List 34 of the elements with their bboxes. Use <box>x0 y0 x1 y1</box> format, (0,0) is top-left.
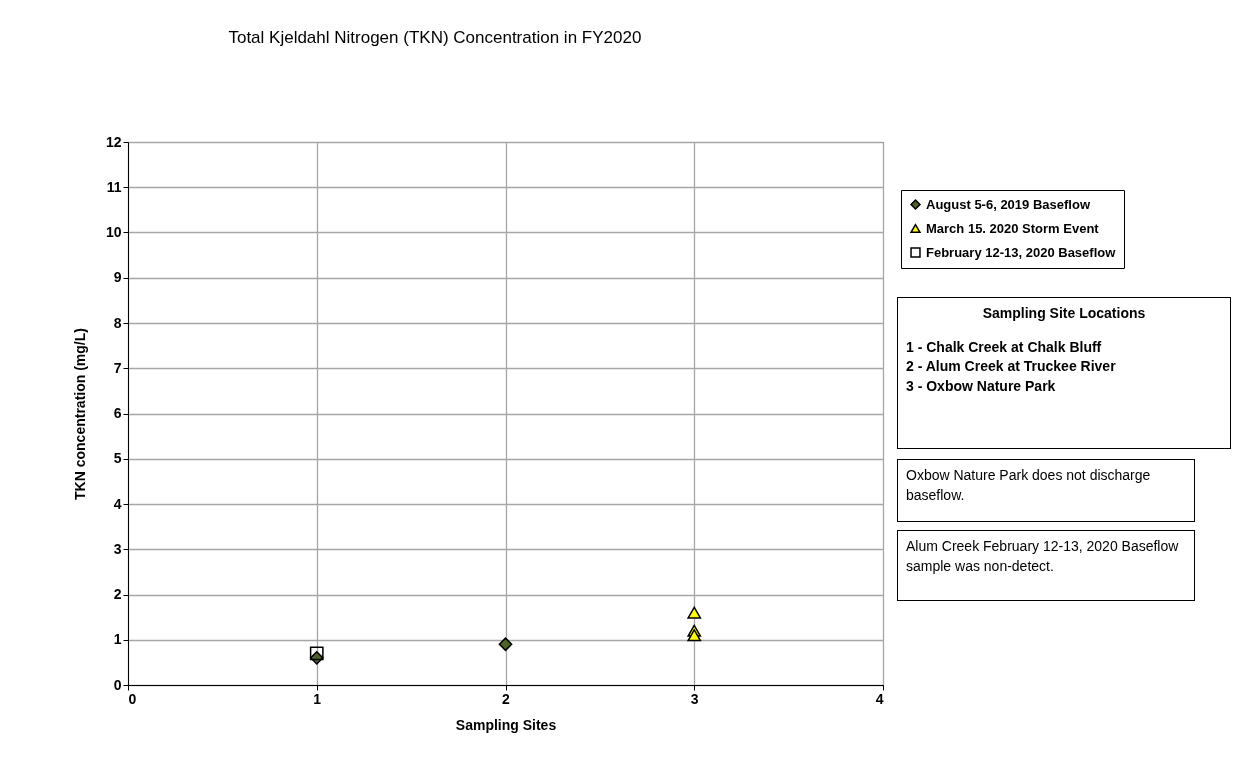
x-tick-label: 1 <box>313 690 322 707</box>
point <box>687 629 702 642</box>
y-tick-label: 9 <box>113 269 122 286</box>
x-tick-label: 2 <box>502 690 511 707</box>
x-axis-title: Sampling Sites <box>455 716 557 733</box>
text: Sampling Site Locations <box>981 304 1147 323</box>
y-tick-label: 8 <box>113 314 122 331</box>
y-tick-label: 3 <box>113 540 122 557</box>
y-tick-label: 2 <box>113 586 122 602</box>
y-tick-label: 10 <box>105 224 122 240</box>
text: Alum Creek February 12-13, 2020 Baseflow sample was non-detect. <box>906 537 1180 576</box>
chart-title: Total Kjeldahl Nitrogen (TKN) Concentration in FY2020 <box>228 28 642 47</box>
legend-label: March 15. 2020 Storm Event <box>926 220 1100 236</box>
y-tick-label: 11 <box>106 178 122 195</box>
x-tick-label: 3 <box>690 690 699 707</box>
text: 2 - Alum Creek at Truckee River <box>906 357 1117 377</box>
text: 1 - Chalk Creek at Chalk Bluff <box>906 337 1103 357</box>
y-tick-label: 1 <box>113 631 122 648</box>
y-tick-label: 6 <box>113 405 122 421</box>
x-tick-label: 4 <box>875 690 884 707</box>
legend-label: August 5-6, 2019 Baseflow <box>926 196 1091 212</box>
point <box>498 637 513 652</box>
y-tick-label: 4 <box>113 495 122 512</box>
y-tick-label: 0 <box>113 676 122 693</box>
point <box>687 606 702 619</box>
text: 3 - Oxbow Nature Park <box>906 376 1057 396</box>
legend-label: February 12-13, 2020 Baseflow <box>926 244 1117 260</box>
y-tick-label: 12 <box>105 133 122 150</box>
y-axis-title: TKN concentration (mg/L) <box>71 328 88 500</box>
y-tick-label: 7 <box>113 359 122 376</box>
point <box>309 646 324 661</box>
y-tick-label: 5 <box>113 450 122 467</box>
text: Oxbow Nature Park does not discharge baseflow. <box>906 466 1152 505</box>
x-tick-label: 0 <box>128 690 137 707</box>
